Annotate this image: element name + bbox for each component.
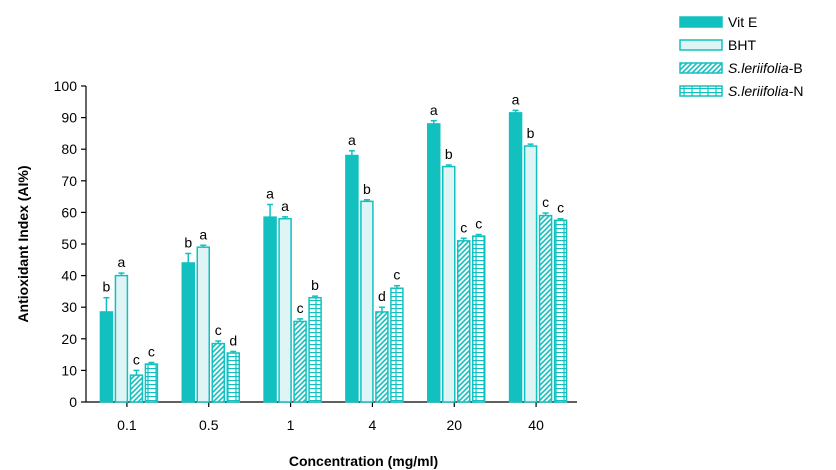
y-tick-label-7: 70 [61,173,77,189]
bar-s1-c0 [114,274,129,403]
bar-s3-c4 [472,235,486,403]
legend-swatch-2 [679,62,723,74]
bar-s0-c1 [181,262,195,403]
x-tick-label-3: 4 [369,417,377,433]
bar-s1-c2 [278,217,292,403]
sig-label-s2-c5: c [542,194,549,210]
bar-s1-c1 [196,246,210,403]
sig-label-s0-c4: a [430,102,438,118]
sig-label-s2-c0: c [133,351,140,367]
legend-label-3: S.leriifolia-N [728,83,803,99]
sig-label-s3-c3: c [393,267,400,283]
x-tick-label-4: 20 [446,417,462,433]
sig-label-s2-c1: c [215,322,222,338]
bar-s0-c0 [99,311,114,403]
bar-s3-c1 [226,352,240,403]
y-tick-label-1: 10 [61,362,77,378]
bar-s1-c4 [442,165,456,403]
sig-label-s0-c1: b [184,234,192,250]
sig-label-s1-c3: b [363,181,371,197]
sig-label-s2-c3: d [378,288,386,304]
bar-s2-c1 [211,342,225,403]
legend-swatch-0 [679,16,723,28]
bar-s2-c0 [129,374,144,403]
bar-s3-c3 [390,287,404,403]
axes-group: 0 10 20 30 40 50 60 70 80 90 100 Antioxidant Index … [15,78,577,469]
sig-label-s1-c2: a [281,198,289,214]
sig-label-s0-c2: a [266,186,274,202]
legend-swatch-3 [679,85,723,97]
bar-s2-c3 [375,311,389,403]
sig-label-s2-c4: c [460,219,467,235]
y-tick-label-0: 0 [69,394,77,410]
x-tick-label-2: 1 [287,417,295,433]
legend-label-1: BHT [728,37,756,53]
sig-label-s0-c0: b [103,279,111,295]
bar-s0-c5 [508,112,523,403]
bar-s1-c3 [360,200,374,403]
bar-s0-c2 [263,216,277,403]
sig-label-s2-c2: c [297,300,304,316]
y-tick-label-3: 30 [61,299,77,315]
sig-label-s3-c1: d [229,332,237,348]
bar-s0-c3 [345,154,359,403]
sig-label-s1-c0: a [118,254,126,270]
legend: Vit E BHT S.leriifolia-B S.leriifolia-N [679,14,803,99]
x-tick-label-5: 40 [528,417,544,433]
bar-s3-c0 [144,363,159,403]
legend-label-0: Vit E [728,14,757,30]
y-axis-title: Antioxidant Index (AI%) [15,165,31,322]
sig-label-s3-c4: c [475,216,482,232]
x-tick-label-1: 0.5 [199,417,219,433]
y-tick-label-2: 20 [61,331,77,347]
sig-label-s1-c1: a [199,226,207,242]
bar-s2-c5 [538,214,553,403]
bar-s3-c2 [308,296,322,403]
legend-swatch-1 [679,39,723,51]
y-tick-label-4: 40 [61,268,77,284]
bar-s3-c5 [553,219,568,403]
bar-s0-c4 [427,123,441,403]
bar-s1-c5 [523,145,538,403]
x-axis-title: Concentration (mg/ml) [289,453,438,469]
y-tick-label-6: 60 [61,204,77,220]
x-tick-label-0: 0.1 [117,417,137,433]
bar-s2-c2 [293,320,307,403]
y-tick-label-9: 90 [61,110,77,126]
sig-label-s1-c4: b [445,146,453,162]
y-tick-label-5: 50 [61,236,77,252]
sig-label-s0-c3: a [348,132,356,148]
bar-s2-c4 [457,240,471,403]
legend-label-2: S.leriifolia-B [728,60,803,76]
sig-label-s3-c5: c [557,200,564,216]
sig-label-s3-c2: b [311,277,319,293]
sig-label-s3-c0: c [148,344,155,360]
y-tick-label-8: 80 [61,141,77,157]
sig-label-s0-c5: a [512,91,520,107]
sig-label-s1-c5: b [527,125,535,141]
y-tick-label-10: 100 [54,78,78,94]
